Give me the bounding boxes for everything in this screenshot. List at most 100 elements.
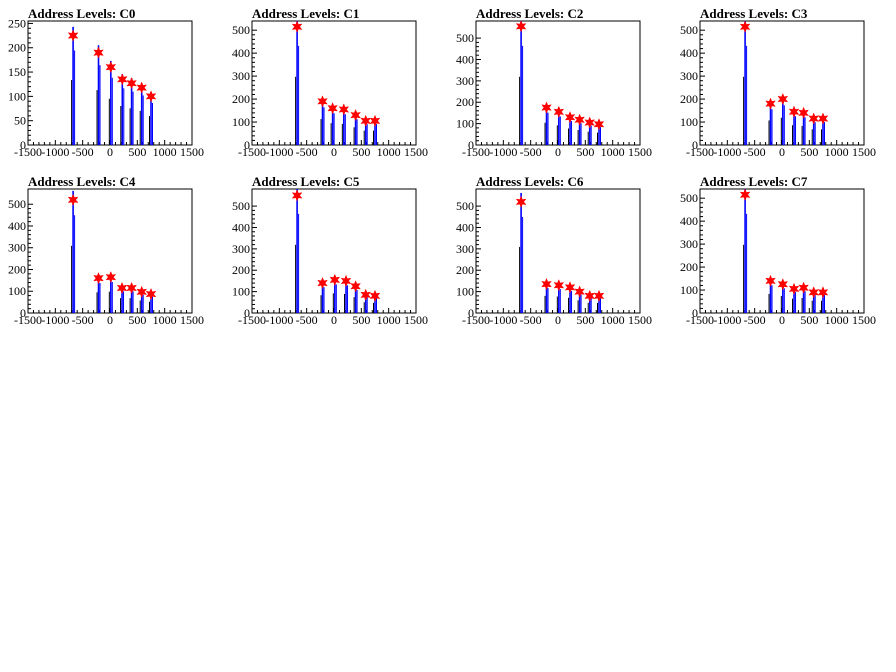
panel-title: Address Levels: C5 bbox=[252, 174, 360, 189]
y-tick-label: 100 bbox=[232, 285, 250, 299]
y-tick-label: 300 bbox=[456, 242, 474, 256]
y-tick-label: 100 bbox=[456, 117, 474, 131]
peak-marker bbox=[360, 114, 372, 128]
plot-frame bbox=[699, 20, 865, 146]
x-tick-label: 1500 bbox=[404, 313, 428, 327]
x-tick-label: -1500 bbox=[14, 313, 42, 327]
x-tick-label: 0 bbox=[779, 313, 785, 327]
x-tick-label: -500 bbox=[520, 313, 542, 327]
peak-marker bbox=[93, 46, 104, 59]
peak-marker bbox=[515, 20, 527, 33]
panel-title: Address Levels: C1 bbox=[252, 6, 359, 21]
y-tick-label: 300 bbox=[232, 69, 250, 83]
x-tick-label: -1500 bbox=[238, 145, 266, 159]
y-tick-label: 0 bbox=[244, 138, 250, 152]
peak-marker bbox=[291, 20, 303, 33]
x-tick-label: 1000 bbox=[825, 313, 849, 327]
x-tick-label: 1500 bbox=[852, 145, 876, 159]
plot-frame bbox=[699, 188, 865, 314]
peak-marker bbox=[360, 288, 372, 301]
histogram-panel-c7: Address Levels: C70100200300400500-1500-… bbox=[680, 174, 876, 327]
peak-marker bbox=[116, 73, 128, 86]
y-tick-label: 300 bbox=[456, 74, 474, 88]
y-tick-label: 500 bbox=[8, 197, 26, 211]
x-tick-label: -1500 bbox=[686, 145, 714, 159]
y-tick-label: 400 bbox=[680, 214, 698, 228]
peak-marker bbox=[136, 285, 148, 299]
x-tick-label: 500 bbox=[352, 313, 370, 327]
y-tick-label: 400 bbox=[8, 219, 26, 233]
peak-marker bbox=[765, 97, 776, 110]
y-tick-label: 0 bbox=[692, 138, 698, 152]
y-tick-label: 100 bbox=[232, 115, 250, 129]
y-tick-label: 500 bbox=[232, 23, 250, 37]
panel-title: Address Levels: C2 bbox=[476, 6, 583, 21]
peak-marker bbox=[798, 106, 809, 120]
x-tick-label: -1500 bbox=[462, 145, 490, 159]
x-tick-label: 1000 bbox=[377, 313, 401, 327]
x-tick-label: 1000 bbox=[153, 313, 177, 327]
x-tick-label: -1000 bbox=[489, 145, 517, 159]
peak-marker bbox=[817, 286, 829, 299]
y-tick-label: 500 bbox=[680, 191, 698, 205]
y-tick-label: 0 bbox=[20, 138, 26, 152]
peak-marker bbox=[584, 289, 596, 303]
x-tick-label: -500 bbox=[744, 145, 766, 159]
histogram-panel-c1: Address Levels: C10100200300400500-1500-… bbox=[232, 6, 428, 159]
y-tick-label: 0 bbox=[244, 306, 250, 320]
peak-marker bbox=[126, 281, 137, 295]
y-tick-label: 200 bbox=[8, 262, 26, 276]
y-tick-label: 200 bbox=[456, 95, 474, 109]
peak-marker bbox=[788, 105, 800, 118]
y-tick-label: 100 bbox=[680, 115, 698, 129]
peak-marker bbox=[584, 116, 596, 129]
x-tick-label: -1500 bbox=[462, 313, 490, 327]
x-tick-label: 0 bbox=[555, 313, 561, 327]
x-tick-label: -500 bbox=[296, 145, 318, 159]
y-tick-label: 0 bbox=[20, 306, 26, 320]
peak-marker bbox=[93, 272, 104, 285]
peak-marker bbox=[808, 112, 820, 125]
y-tick-label: 200 bbox=[232, 92, 250, 106]
peak-marker bbox=[541, 101, 552, 114]
y-tick-label: 100 bbox=[8, 284, 26, 298]
y-tick-label: 200 bbox=[680, 92, 698, 106]
peak-marker bbox=[291, 189, 303, 202]
y-tick-label: 250 bbox=[8, 16, 26, 30]
plot-frame bbox=[27, 20, 193, 146]
x-tick-label: 0 bbox=[331, 145, 337, 159]
peak-marker bbox=[350, 280, 361, 293]
plot-frame bbox=[27, 188, 193, 314]
y-tick-label: 200 bbox=[456, 263, 474, 277]
x-tick-label: 1000 bbox=[601, 313, 625, 327]
peak-marker bbox=[777, 278, 789, 291]
peak-marker bbox=[105, 270, 117, 284]
histogram-panel-c0: Address Levels: C0 0 50 100 150 200 250 -1500 -1… bbox=[8, 6, 204, 159]
histogram-panel-c5: Address Levels: C50100200300400500-1500-… bbox=[232, 174, 428, 327]
y-tick-label: 300 bbox=[680, 69, 698, 83]
x-tick-label: -1000 bbox=[489, 313, 517, 327]
y-tick-label: 0 bbox=[692, 306, 698, 320]
x-tick-label: -1500 bbox=[686, 313, 714, 327]
x-tick-label: -500 bbox=[72, 313, 94, 327]
y-tick-label: 0 bbox=[468, 138, 474, 152]
peak-marker bbox=[369, 114, 381, 128]
x-tick-label: 0 bbox=[331, 313, 337, 327]
peak-marker bbox=[808, 286, 820, 299]
x-tick-label: -1500 bbox=[14, 145, 42, 159]
peak-marker bbox=[67, 29, 79, 42]
peak-marker bbox=[116, 281, 128, 295]
peak-marker bbox=[136, 81, 148, 94]
x-tick-label: 1500 bbox=[180, 313, 204, 327]
y-tick-label: 400 bbox=[232, 220, 250, 234]
histogram-panel-c2: Address Levels: C20100200300400500-1500-… bbox=[456, 6, 652, 159]
x-tick-label: 500 bbox=[800, 145, 818, 159]
x-tick-label: -1000 bbox=[41, 145, 69, 159]
peak-marker bbox=[777, 92, 789, 106]
y-tick-label: 150 bbox=[8, 65, 26, 79]
x-tick-label: -1000 bbox=[713, 145, 741, 159]
x-tick-label: -1500 bbox=[238, 313, 266, 327]
y-tick-label: 500 bbox=[456, 199, 474, 213]
x-tick-label: 1500 bbox=[180, 145, 204, 159]
